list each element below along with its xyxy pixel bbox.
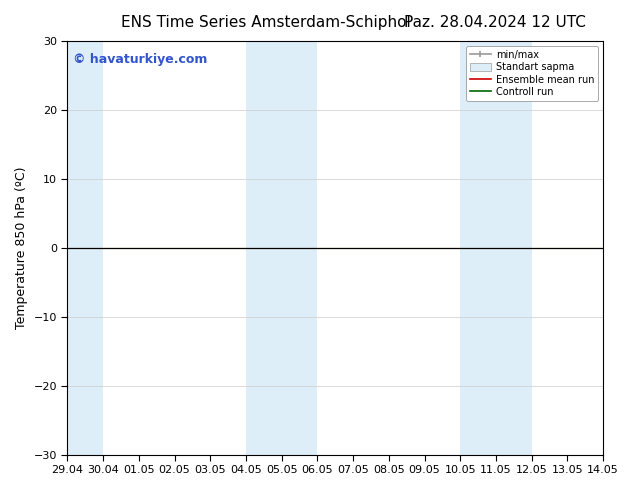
Text: © havaturkiye.com: © havaturkiye.com bbox=[73, 53, 207, 67]
Bar bbox=[67, 41, 103, 455]
Bar bbox=[246, 41, 318, 455]
Y-axis label: Temperature 850 hPa (ºC): Temperature 850 hPa (ºC) bbox=[15, 167, 28, 329]
Text: ENS Time Series Amsterdam-Schiphol: ENS Time Series Amsterdam-Schiphol bbox=[121, 15, 411, 30]
Text: Paz. 28.04.2024 12 UTC: Paz. 28.04.2024 12 UTC bbox=[404, 15, 585, 30]
Legend: min/max, Standart sapma, Ensemble mean run, Controll run: min/max, Standart sapma, Ensemble mean r… bbox=[466, 46, 598, 101]
Bar bbox=[460, 41, 532, 455]
